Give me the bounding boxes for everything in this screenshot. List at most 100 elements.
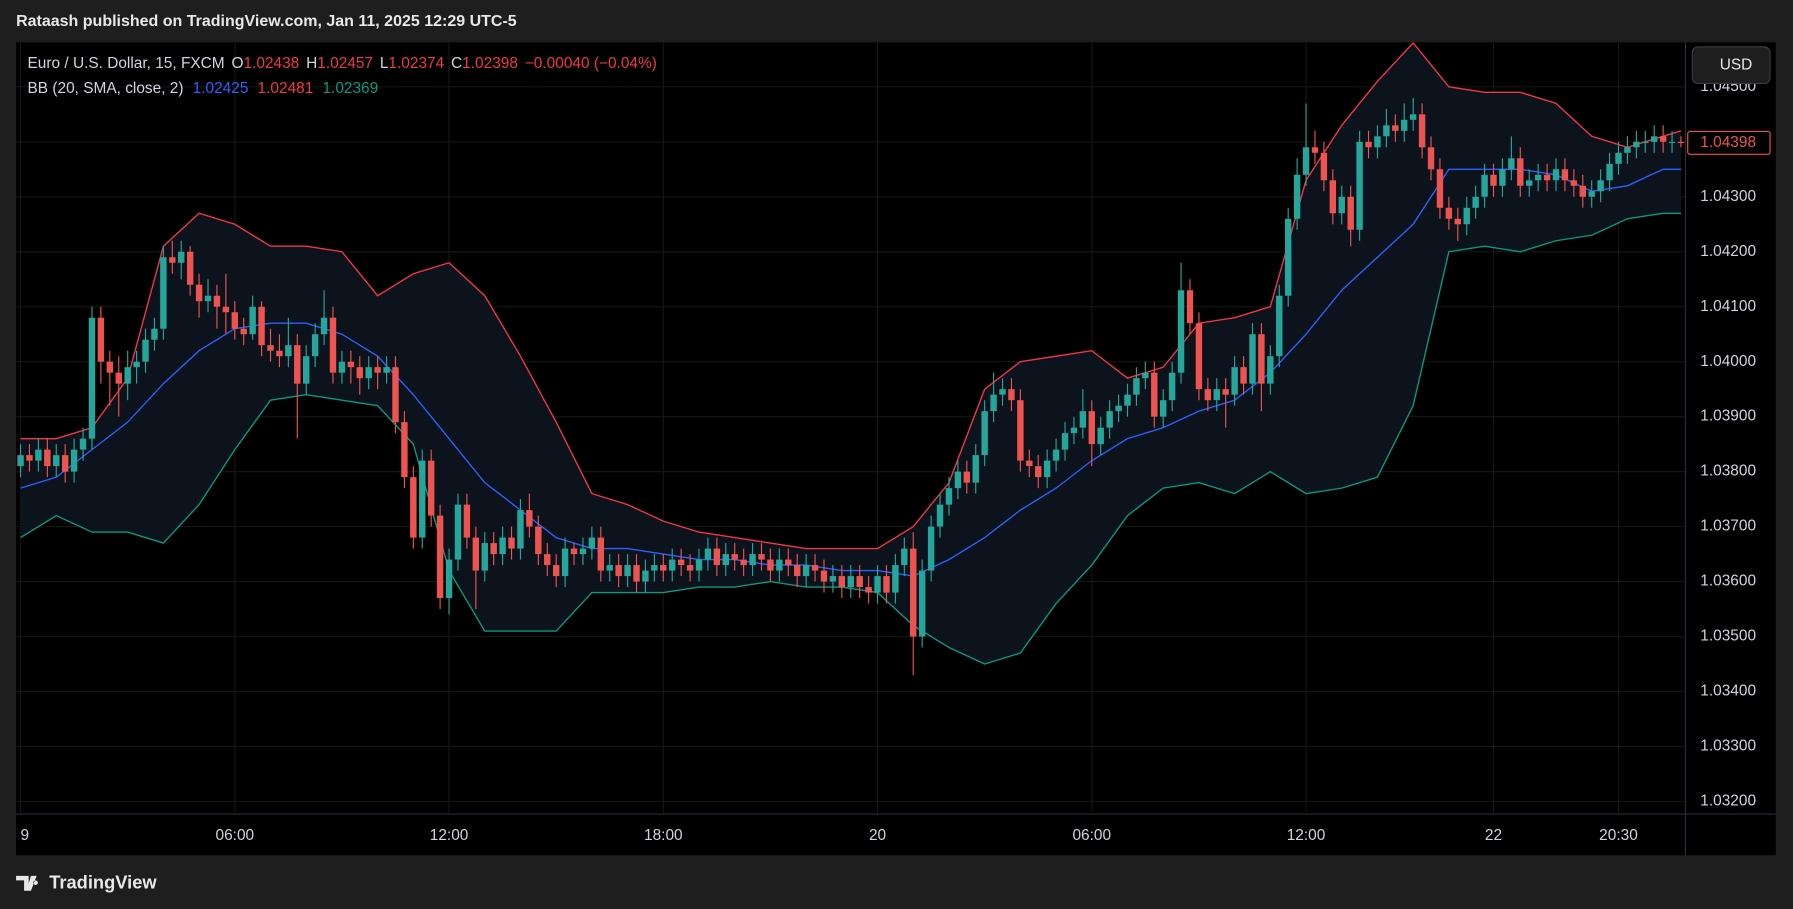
candle-body [901,548,908,566]
candle-body [1445,207,1453,219]
candle-body [1579,185,1586,197]
x-tick-label: 06:00 [1072,827,1111,844]
candle-body [865,587,872,593]
candle-body [1418,114,1426,148]
candle-body [758,554,765,560]
candle-body [704,548,712,560]
candle-body [1035,466,1042,478]
candle-body [276,350,283,357]
x-tick-label: 22 [1485,827,1502,844]
candle-body [642,570,649,582]
candle-body [1570,180,1578,186]
candle-body [1133,378,1140,395]
candle-body [1124,394,1131,406]
candle-body [1151,372,1158,417]
candle-body [1588,191,1595,197]
candle-body [222,306,230,313]
candle-body [1302,147,1310,175]
candle-body [972,455,979,483]
candle-body [142,339,149,362]
candle-body [1427,147,1435,170]
candle-body [722,554,729,566]
candle-body [1472,196,1479,208]
candle-body [838,576,846,588]
y-tick-label: 1.03200 [1700,793,1756,810]
candle-body [1454,218,1462,225]
y-tick-label: 1.03700 [1700,518,1756,535]
candle-body [535,526,542,555]
candle-body [570,548,578,555]
y-tick-label: 1.04000 [1700,353,1756,370]
candle-body [79,438,87,450]
brand-name: TradingView [49,872,157,893]
candle-body [1481,174,1488,197]
candle-body [1401,119,1408,131]
candle-body [936,504,944,527]
candle-body [874,576,881,593]
candle-body [427,460,435,516]
candle-body [856,576,863,588]
y-tick-label: 1.03300 [1700,738,1756,755]
candle-body [365,367,372,379]
candle-body [1329,180,1337,214]
candle-body [561,548,569,577]
symbol-legend: Euro / U.S. Dollar, 15, FXCM O1.02438 H1.0… [28,55,657,72]
currency-button[interactable] [1691,46,1771,85]
candle-body [624,565,631,577]
candle-body [517,510,524,549]
candle-body [1463,207,1470,225]
candle-body [35,449,42,461]
x-tick-label: 06:00 [216,827,255,844]
candle-body [615,565,622,577]
candle-body [1597,180,1604,192]
candle-body [588,537,596,549]
candle-body [1347,196,1354,230]
candle-body [767,559,774,571]
candle-body [1267,356,1274,384]
candle-body [231,312,238,329]
candle-body [927,526,935,571]
candle-body [669,559,676,571]
candle-body [178,251,185,263]
candle-body [106,361,114,373]
currency-label[interactable]: USD [1720,56,1753,73]
candle-body [1026,460,1033,467]
indicator-value: 1.02369 [322,80,378,97]
candle-body [419,460,426,538]
candle-body [70,449,78,472]
publish-header: Rataash published on TradingView.com, Ja… [16,13,517,30]
candle-body [186,251,194,285]
candle-body [204,295,212,302]
y-tick-label: 1.03800 [1700,463,1756,480]
candle-body [1642,141,1649,143]
candle-body [802,565,810,577]
candle-body [1213,389,1220,401]
candle-body [544,554,551,566]
candle-body [1499,169,1506,186]
candle-body [1606,163,1613,181]
candle-body [1508,158,1515,170]
candle-body [1142,372,1149,379]
candle-body [1534,174,1542,181]
candle-body [740,559,747,566]
candle-body [17,455,24,467]
candle-body [749,554,756,566]
candle-body [1240,367,1247,384]
candle-body [311,334,319,357]
candle-body [472,537,480,571]
candle-body [1276,295,1283,357]
candle-body [1061,433,1069,450]
candle-body [338,361,346,373]
candle-body [1374,136,1381,148]
candle-body [213,295,221,307]
candle-body [918,570,926,637]
candle-body [954,471,962,489]
x-tick-label: 20:30 [1599,827,1638,844]
x-tick-label: 20 [869,827,886,844]
candle-body [88,317,96,439]
candle-body [677,559,685,566]
candle-body [695,559,703,571]
candle-body [811,565,819,571]
candle-body [26,455,33,461]
